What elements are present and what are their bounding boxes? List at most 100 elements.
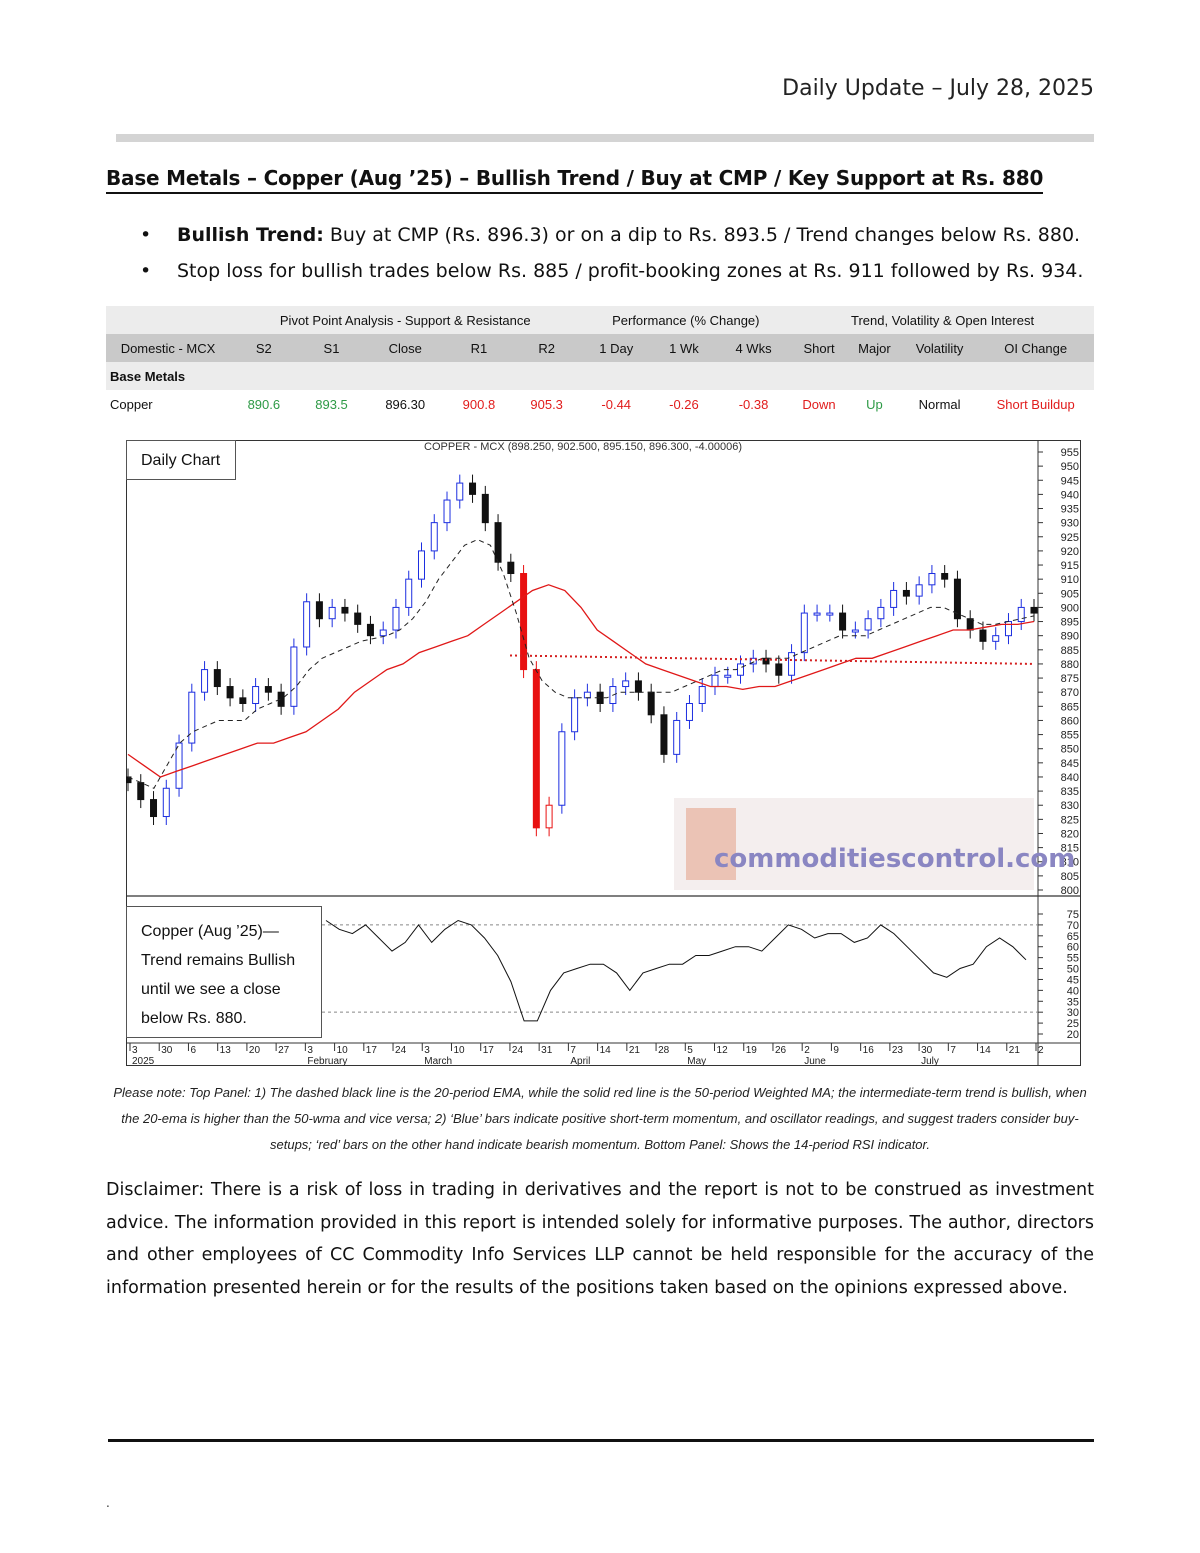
rsi-tick-label: 65 (1067, 931, 1079, 943)
date-tick-label: 7 (950, 1045, 956, 1056)
table-cell: -0.26 (651, 390, 716, 418)
candle-body (839, 612, 847, 631)
table-column-header: 1 Day (580, 334, 652, 362)
candle-body (749, 657, 757, 665)
price-tick-label: 825 (1061, 814, 1079, 826)
table-cell: 893.5 (297, 390, 366, 418)
candle-body (226, 686, 234, 699)
candle-body (928, 573, 936, 586)
table-group-performance: Performance (% Change) (580, 306, 792, 334)
ema20-line (127, 539, 1035, 789)
candle-body (1004, 621, 1012, 637)
table-cell: 900.8 (445, 390, 513, 418)
candle-body (826, 612, 834, 616)
price-tick-label: 895 (1061, 617, 1079, 629)
price-tick-label: 935 (1061, 504, 1079, 516)
candle-body (430, 522, 438, 552)
candle-body (775, 663, 783, 676)
candle-body (392, 606, 400, 631)
price-tick-label: 885 (1061, 645, 1079, 657)
recommendation-list: Bullish Trend: Buy at CMP (Rs. 896.3) or… (140, 222, 1100, 294)
candle-body (571, 697, 579, 733)
rsi-tick-label: 60 (1067, 942, 1079, 954)
table-column-header: 1 Wk (651, 334, 716, 362)
chart-caption: Please note: Top Panel: 1) The dashed bl… (113, 1085, 1087, 1152)
date-tick-label: 16 (863, 1045, 875, 1056)
chart-note: Copper (Aug ’25)— Trend remains Bullish … (126, 906, 322, 1038)
candle-body (341, 606, 349, 614)
date-tick-label: 3 (307, 1045, 313, 1056)
candle-body (520, 573, 528, 671)
date-tick-label: 3 (132, 1045, 138, 1056)
candle-body (264, 686, 272, 693)
candle-body (558, 731, 566, 806)
price-tick-label: 850 (1061, 744, 1079, 756)
candle-body (851, 629, 859, 633)
table-group-row: Pivot Point Analysis - Support & Resista… (106, 306, 1094, 334)
candle-body (724, 674, 732, 678)
date-tick-label: 28 (658, 1045, 670, 1056)
price-tick-label: 930 (1061, 518, 1079, 530)
table-cell: Up (846, 390, 902, 418)
candle-body (354, 612, 362, 625)
date-tick-label: 9 (833, 1045, 839, 1056)
date-tick-label: 12 (717, 1045, 729, 1056)
table-group-trend: Trend, Volatility & Open Interest (791, 306, 1094, 334)
candle-body (800, 612, 808, 654)
candle-body (150, 799, 158, 818)
date-tick-label: 19 (746, 1045, 758, 1056)
candle-body (188, 691, 196, 744)
month-label: May (687, 1056, 706, 1066)
price-tick-label: 865 (1061, 701, 1079, 713)
table-column-header: Volatility (901, 334, 978, 362)
recommendation-text: Stop loss for bullish trades below Rs. 8… (177, 260, 1084, 282)
price-tick-label: 920 (1061, 546, 1079, 558)
date-tick-label: 17 (366, 1045, 378, 1056)
footer-divider (108, 1439, 1094, 1442)
date-tick-label: 10 (337, 1045, 349, 1056)
month-label: June (804, 1056, 826, 1066)
candle-body (303, 601, 311, 648)
table-column-header: S1 (297, 334, 366, 362)
date-tick-label: 24 (512, 1045, 524, 1056)
candle-body (941, 573, 949, 580)
rsi-tick-label: 70 (1067, 920, 1079, 932)
date-tick-label: 21 (629, 1045, 641, 1056)
candle-body (711, 674, 719, 688)
date-tick-label: 7 (570, 1045, 576, 1056)
date-tick-label: 14 (980, 1045, 992, 1056)
candle-body (737, 663, 745, 676)
candle-body (545, 804, 553, 829)
table-column-header: Major (846, 334, 902, 362)
candle-body (366, 623, 374, 637)
chart-header-text: COPPER - MCX (898.250, 902.500, 895.150,… (424, 441, 742, 453)
candle-body (252, 686, 260, 704)
price-tick-label: 900 (1061, 602, 1079, 614)
price-tick-label: 925 (1061, 532, 1079, 544)
candle-body (673, 719, 681, 755)
table-cell: Down (791, 390, 847, 418)
candle-body (864, 618, 872, 631)
price-tick-label: 940 (1061, 489, 1079, 501)
candle-body (405, 578, 413, 608)
recommendation-text: Buy at CMP (Rs. 896.3) or on a dip to Rs… (323, 224, 1081, 246)
disclaimer: Disclaimer: There is a risk of loss in t… (106, 1180, 1094, 1298)
candle-body (443, 499, 451, 524)
candle-body (201, 669, 209, 693)
rsi-tick-label: 40 (1067, 985, 1079, 997)
rsi-tick-label: 30 (1067, 1007, 1079, 1019)
date-tick-label: 31 (541, 1045, 553, 1056)
footer-mark: . (106, 1496, 110, 1510)
date-tick-label: 14 (600, 1045, 612, 1056)
rsi-tick-label: 50 (1067, 964, 1079, 976)
chart-note-line: Trend remains Bullish (141, 952, 296, 969)
table-cell: 890.6 (230, 390, 298, 418)
recommendation-item: Stop loss for bullish trades below Rs. 8… (140, 258, 1100, 294)
date-tick-label: 24 (395, 1045, 407, 1056)
price-tick-label: 905 (1061, 588, 1079, 600)
candle-body (890, 589, 898, 608)
candle-body (239, 697, 247, 704)
date-tick-label: 3 (424, 1045, 430, 1056)
price-tick-label: 955 (1061, 447, 1079, 459)
candle-body (494, 522, 502, 563)
